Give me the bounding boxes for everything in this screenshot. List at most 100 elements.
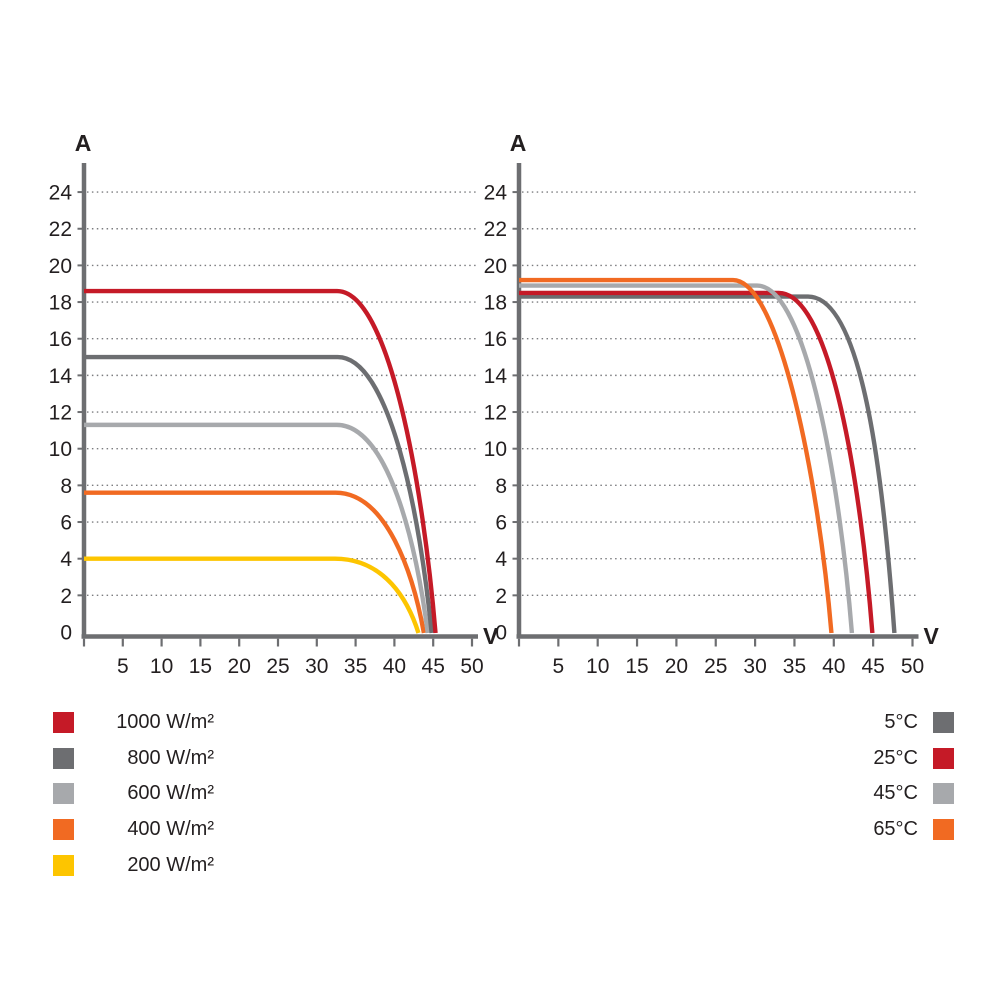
- series-curves: [84, 288, 438, 634]
- legend-item: 45°C: [838, 782, 954, 805]
- legend-swatch: [53, 819, 74, 841]
- x-tick-label: 25: [704, 655, 727, 678]
- legend-label: 65°C: [873, 818, 918, 841]
- y-tick-label: 10: [484, 438, 507, 461]
- y-tick-label: 24: [484, 182, 508, 205]
- legend-label: 200 W/m²: [127, 853, 214, 876]
- series-curve-400-w-m-: [84, 490, 427, 634]
- legend-swatch: [933, 783, 954, 805]
- legend-irradiance: 1000 W/m² 800 W/m² 600 W/m² 400 W/m² 200 W/m…: [53, 712, 214, 876]
- y-tick-label: 6: [495, 512, 507, 535]
- x-tick-label: 35: [344, 655, 367, 678]
- y-tick-label: 20: [484, 255, 507, 278]
- y-tick-label: 12: [49, 402, 72, 425]
- y-tick-label: 14: [49, 365, 73, 388]
- x-tick-label: 10: [150, 655, 173, 678]
- legend-label: 600 W/m²: [127, 782, 214, 805]
- legend-item: 25°C: [838, 746, 954, 769]
- series-curve-800-w-m-: [84, 354, 434, 634]
- y-tick-label: 10: [49, 438, 72, 461]
- legend-item: 600 W/m²: [53, 782, 214, 805]
- y-gridlines: [512, 191, 917, 597]
- x-tick-label: 35: [783, 655, 806, 678]
- x-tick-label: 50: [901, 655, 924, 678]
- x-tick-labels: 5 10 15 20 25 30 35 40 45 50: [553, 655, 925, 678]
- legend-item: 400 W/m²: [53, 818, 214, 841]
- y-tick-label: 8: [495, 475, 507, 498]
- x-ticks: [82, 638, 474, 647]
- legend-label: 25°C: [873, 746, 918, 769]
- x-tick-label: 20: [665, 655, 688, 678]
- legend-swatch: [933, 712, 954, 733]
- x-tick-label: 40: [822, 655, 845, 678]
- y-tick-label: 4: [60, 548, 72, 571]
- x-tick-label: 30: [305, 655, 328, 678]
- y-tick-label: 6: [60, 512, 72, 535]
- y-tick-label: 2: [60, 585, 72, 608]
- y-tick-label: 22: [484, 218, 507, 241]
- legend-label: 45°C: [873, 782, 918, 805]
- y-tick-label: 0: [495, 622, 507, 645]
- series-curve-65-c: [519, 277, 834, 634]
- y-tick-label: 18: [49, 292, 72, 315]
- legend-item: 800 W/m²: [53, 746, 214, 769]
- x-ticks: [517, 638, 914, 647]
- x-tick-label: 5: [117, 655, 129, 678]
- legend-swatch: [933, 819, 954, 841]
- y-tick-label: 8: [60, 475, 72, 498]
- x-tick-label: 20: [228, 655, 251, 678]
- legend-item: 200 W/m²: [53, 853, 214, 876]
- y-tick-label: 0: [60, 622, 72, 645]
- x-tick-label: 15: [189, 655, 212, 678]
- legend-label: 1000 W/m²: [116, 711, 214, 733]
- legend-swatch: [53, 747, 74, 769]
- x-tick-labels: 5 10 15 20 25 30 35 40 45 50: [117, 655, 484, 678]
- legend-item: 65°C: [838, 818, 954, 841]
- y-tick-label: 16: [484, 328, 507, 351]
- legend-label: 800 W/m²: [127, 746, 214, 769]
- legend-item: 5°C: [838, 712, 954, 733]
- legend-temperature: 5°C 25°C 45°C 65°C: [838, 712, 954, 841]
- y-tick-label: 12: [484, 402, 507, 425]
- x-tick-label: 45: [861, 655, 884, 678]
- legend-swatch: [53, 854, 74, 876]
- x-tick-label: 5: [553, 655, 565, 678]
- series-curve-25-c: [519, 290, 875, 634]
- series-curve-600-w-m-: [84, 422, 430, 634]
- x-tick-label: 25: [266, 655, 289, 678]
- y-tick-label: 24: [49, 182, 73, 205]
- x-tick-label: 45: [422, 655, 445, 678]
- y-gridlines: [77, 191, 476, 597]
- x-axis-label: V: [924, 623, 940, 649]
- y-axis-label: A: [75, 130, 92, 156]
- series-curve-1000-w-m-: [84, 288, 438, 634]
- y-tick-label: 18: [484, 292, 507, 315]
- x-tick-label: 15: [625, 655, 648, 678]
- legend-label: 400 W/m²: [127, 818, 214, 841]
- series-curve-200-w-m-: [84, 556, 421, 634]
- x-tick-label: 10: [586, 655, 609, 678]
- x-axis-label: V: [483, 623, 499, 649]
- series-curve-5-c: [519, 294, 897, 634]
- y-tick-label: 16: [49, 328, 72, 351]
- x-tick-label: 30: [743, 655, 766, 678]
- x-tick-label: 40: [383, 655, 406, 678]
- y-tick-label: 20: [49, 255, 72, 278]
- x-tick-label: 50: [460, 655, 483, 678]
- legend-swatch: [53, 783, 74, 805]
- y-tick-label: 4: [495, 548, 507, 571]
- series-curves: [519, 277, 897, 634]
- legend-swatch: [53, 712, 74, 733]
- y-tick-label: 14: [484, 365, 508, 388]
- legend-swatch: [933, 747, 954, 769]
- legend-item: 1000 W/m²: [53, 712, 214, 733]
- y-tick-label: 2: [495, 585, 507, 608]
- legend-label: 5°C: [884, 711, 918, 733]
- y-tick-label: 22: [49, 218, 72, 241]
- y-axis-label: A: [510, 130, 527, 156]
